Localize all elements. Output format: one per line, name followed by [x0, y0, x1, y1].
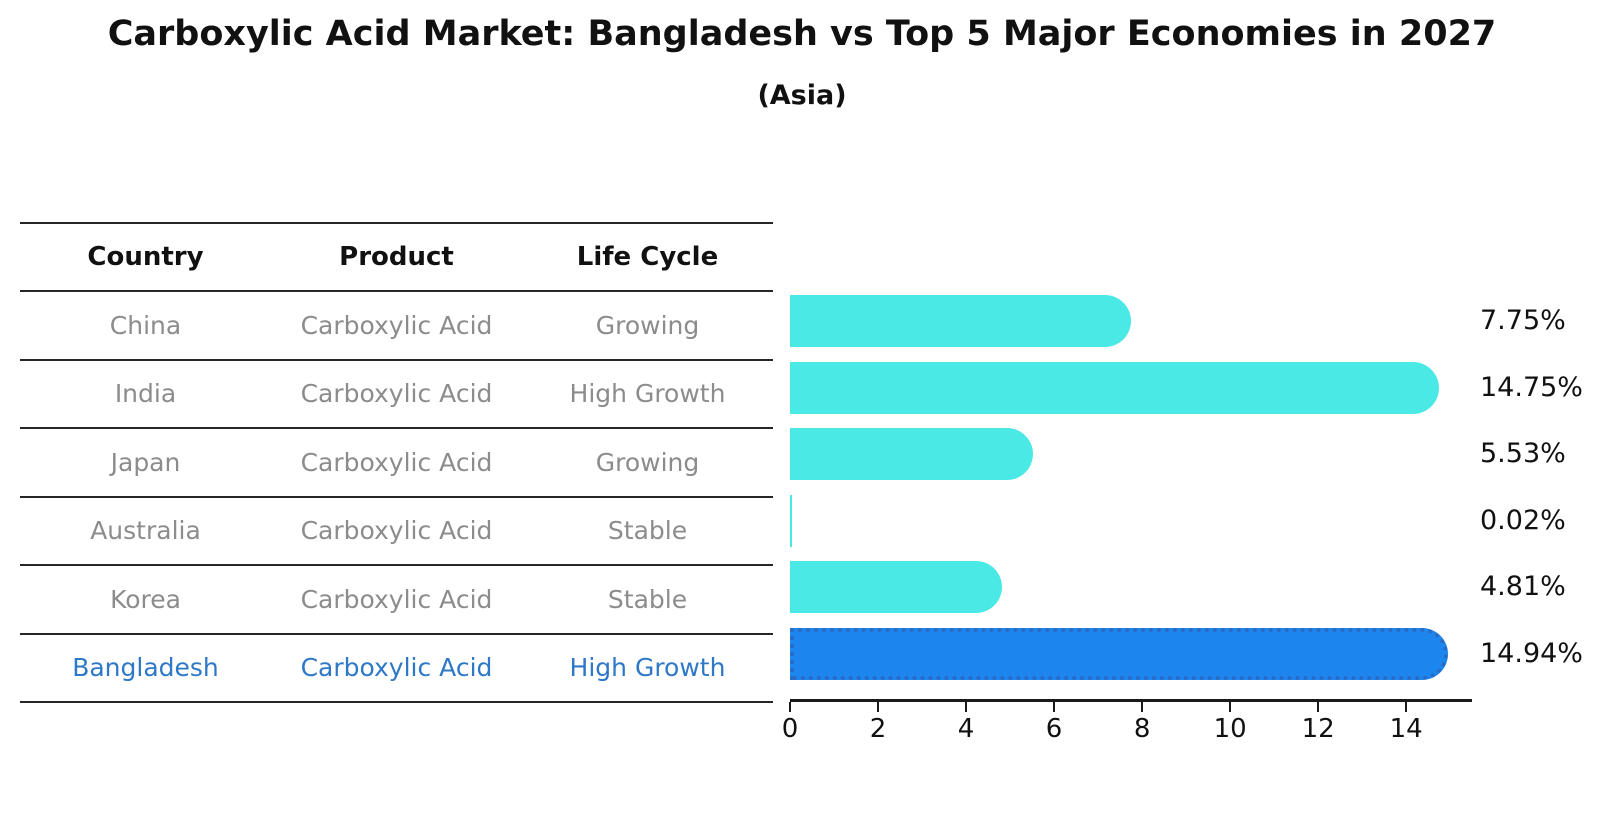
cell-life-cycle: Growing [595, 447, 700, 477]
header-cell-product: Product [339, 242, 454, 272]
table-row-india: India Carboxylic Acid High Growth [20, 361, 773, 429]
cell-life-cycle: High Growth [569, 379, 726, 409]
value-label-australia: 0.02% [1480, 504, 1566, 536]
table-row-china: China Carboxylic Acid Growing [20, 292, 773, 361]
bar-korea [790, 561, 1002, 614]
x-tick-mark [877, 702, 880, 712]
x-tick-mark [1053, 702, 1056, 712]
bar-india [790, 361, 1440, 414]
value-label-china: 7.75% [1480, 305, 1566, 336]
cell-product: Carboxylic Acid [300, 447, 493, 477]
x-tick-label: 2 [869, 714, 887, 744]
cell-country: China [109, 310, 182, 340]
bar-australia [790, 494, 792, 547]
cell-country: Korea [110, 584, 181, 614]
table-header-row: Country Product Life Cycle [20, 222, 773, 292]
x-tick-label: 4 [957, 714, 975, 744]
x-tick-mark [1317, 702, 1320, 712]
cell-product: Carboxylic Acid [300, 310, 493, 340]
table-row-australia: Australia Carboxylic Acid Stable [20, 498, 773, 566]
x-tick-mark [965, 702, 968, 712]
cell-product: Carboxylic Acid [300, 584, 493, 614]
bar-plot-area [790, 288, 1470, 687]
x-tick-label: 10 [1213, 714, 1247, 744]
cell-country: Bangladesh [72, 653, 219, 683]
page-title: Carboxylic Acid Market: Bangladesh vs To… [107, 14, 1497, 54]
cell-country: India [114, 379, 177, 409]
cell-life-cycle: Stable [607, 584, 688, 614]
x-tick-label: 8 [1133, 714, 1151, 744]
x-tick-label: 0 [781, 714, 799, 744]
cell-product: Carboxylic Acid [300, 653, 493, 683]
bar-row-india [790, 355, 1470, 422]
value-label-india: 14.75% [1480, 371, 1583, 403]
cell-product: Carboxylic Acid [300, 516, 493, 546]
bar-row-australia [790, 488, 1470, 555]
page-subtitle: (Asia) [757, 80, 847, 111]
value-label-korea: 4.81% [1480, 571, 1566, 602]
value-label-japan: 5.53% [1480, 438, 1566, 469]
x-tick-label: 14 [1389, 714, 1423, 744]
header-cell-country: Country [87, 242, 204, 272]
bar-row-bangladesh [790, 621, 1470, 688]
data-table: Country Product Life Cycle China Carboxy… [20, 222, 773, 703]
cell-product: Carboxylic Acid [300, 379, 493, 409]
bar-row-china [790, 288, 1470, 355]
table-row-bangladesh: Bangladesh Carboxylic Acid High Growth [20, 635, 773, 703]
value-labels: 7.75% 14.75% 5.53% 0.02% 4.81% 14.94% [1480, 288, 1604, 687]
cell-country: Japan [110, 447, 181, 477]
cell-life-cycle: Growing [595, 310, 700, 340]
header-cell-life-cycle: Life Cycle [576, 242, 719, 272]
x-tick-mark [1229, 702, 1232, 712]
bar-bangladesh [790, 627, 1448, 680]
bar-row-korea [790, 554, 1470, 621]
bar-china [790, 295, 1132, 348]
table-row-japan: Japan Carboxylic Acid Growing [20, 429, 773, 498]
table-row-korea: Korea Carboxylic Acid Stable [20, 566, 773, 635]
x-tick-mark [789, 702, 791, 712]
cell-life-cycle: High Growth [569, 653, 726, 683]
bar-row-japan [790, 421, 1470, 488]
x-axis-line [790, 699, 1472, 702]
cell-life-cycle: Stable [607, 516, 688, 546]
bar-japan [790, 428, 1034, 481]
x-tick-mark [1405, 702, 1408, 712]
x-tick-label: 12 [1301, 714, 1335, 744]
x-tick-label: 6 [1045, 714, 1063, 744]
cell-country: Australia [90, 516, 201, 546]
x-tick-mark [1141, 702, 1144, 712]
value-label-bangladesh: 14.94% [1480, 637, 1583, 669]
